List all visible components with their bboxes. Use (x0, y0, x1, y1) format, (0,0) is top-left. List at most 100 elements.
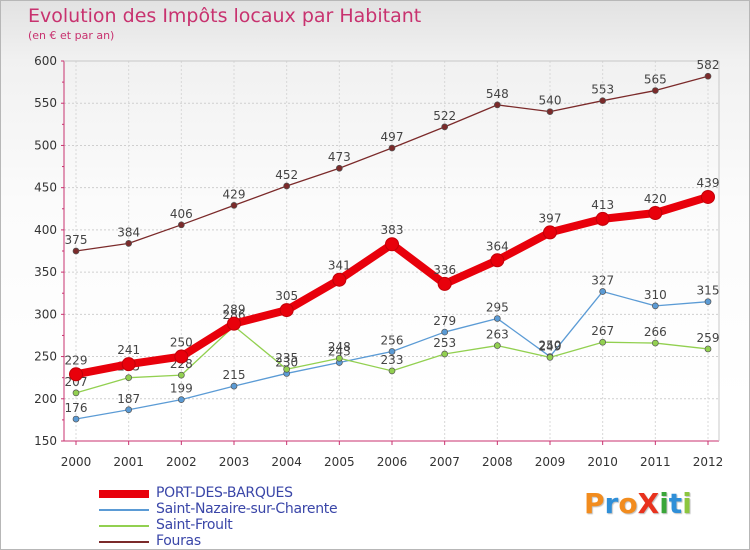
data-point (599, 97, 607, 105)
data-point (595, 211, 610, 226)
data-label: 383 (381, 223, 404, 237)
data-point (332, 272, 347, 287)
data-point (283, 182, 291, 190)
data-point (441, 350, 449, 358)
x-tick-label: 2012 (693, 455, 724, 469)
data-label: 243 (328, 344, 351, 358)
data-point (704, 72, 712, 80)
data-point (121, 357, 136, 372)
legend-swatch (99, 525, 149, 527)
data-label: 413 (591, 198, 614, 212)
x-tick-label: 2007 (429, 455, 460, 469)
data-label: 384 (117, 225, 140, 239)
legend-item-saint-froult: Saint-Froult (99, 517, 419, 534)
data-label: 215 (223, 368, 246, 382)
y-tick-label: 500 (34, 138, 57, 152)
legend-swatch (99, 490, 149, 498)
legend-label: Fouras (156, 533, 201, 549)
x-tick-label: 2008 (482, 455, 513, 469)
data-label: 249 (539, 339, 562, 353)
data-point (651, 87, 659, 94)
data-point (388, 367, 396, 375)
logo-letter: t (668, 487, 683, 520)
data-point (227, 316, 241, 331)
data-point (335, 354, 343, 362)
logo-letter: r (604, 487, 619, 520)
data-point (701, 189, 715, 204)
legend-item-port-des-barques: PORT-DES-BARQUES (99, 485, 419, 502)
y-tick-label: 200 (34, 392, 57, 406)
y-tick-label: 400 (34, 223, 57, 237)
legend-label: PORT-DES-BARQUES (156, 485, 293, 501)
data-point (125, 406, 133, 414)
data-point (441, 328, 449, 336)
x-tick-label: 2009 (535, 455, 566, 469)
data-point (651, 339, 659, 347)
data-point (125, 374, 133, 382)
data-label: 199 (170, 382, 193, 396)
data-point (385, 237, 399, 252)
x-tick-label: 2001 (113, 455, 144, 469)
y-tick-label: 600 (34, 54, 57, 68)
data-point (546, 108, 554, 116)
legend-label: Saint-Froult (156, 517, 233, 533)
legend-swatch (99, 509, 149, 511)
data-label: 207 (65, 375, 88, 389)
data-label: 341 (328, 259, 351, 273)
x-tick-label: 2010 (587, 455, 618, 469)
x-tick-label: 2004 (271, 455, 302, 469)
data-label: 406 (170, 207, 193, 221)
data-point (230, 382, 238, 390)
data-point (490, 253, 505, 268)
y-tick-label: 300 (34, 307, 57, 321)
data-label: 497 (381, 130, 404, 144)
data-label: 253 (433, 336, 456, 350)
data-label: 305 (275, 289, 298, 303)
data-point (230, 202, 238, 209)
data-point (546, 354, 554, 361)
data-label: 250 (539, 339, 562, 353)
data-label: 263 (486, 328, 509, 342)
y-tick-label: 350 (34, 265, 57, 279)
data-point (599, 338, 607, 346)
data-label: 259 (697, 331, 720, 345)
data-label: 429 (223, 187, 246, 201)
data-point (174, 349, 189, 364)
y-tick-label: 450 (34, 181, 57, 195)
data-point (437, 276, 452, 291)
data-point (388, 348, 396, 355)
logo-letter: X (637, 487, 660, 520)
data-point (177, 371, 185, 379)
logo-letter: P (584, 487, 605, 520)
data-point (72, 247, 80, 255)
data-point (72, 389, 80, 397)
data-label: 439 (697, 176, 720, 190)
y-tick-label: 550 (34, 96, 57, 110)
data-label: 241 (117, 343, 140, 357)
x-tick-label: 2006 (377, 455, 408, 469)
data-label: 548 (486, 87, 509, 101)
data-label: 235 (275, 351, 298, 365)
data-label: 452 (275, 168, 298, 182)
logo-letter: i (682, 487, 692, 520)
data-point (493, 101, 501, 109)
data-point (704, 298, 712, 306)
data-label: 256 (381, 333, 404, 347)
data-label: 565 (644, 73, 667, 87)
data-label: 397 (539, 211, 562, 225)
data-label: 176 (65, 401, 88, 415)
data-label: 310 (644, 288, 667, 302)
data-label: 267 (591, 324, 614, 338)
data-label: 522 (433, 109, 456, 123)
data-point (648, 206, 663, 220)
data-point (543, 225, 557, 240)
data-label: 473 (328, 150, 351, 164)
data-label: 230 (275, 355, 298, 369)
data-label: 279 (433, 314, 456, 328)
y-tick-label: 150 (34, 434, 57, 448)
data-label: 336 (433, 263, 456, 277)
data-label: 229 (65, 353, 88, 367)
data-point (599, 288, 607, 295)
legend-item-fouras: Fouras (99, 533, 419, 550)
